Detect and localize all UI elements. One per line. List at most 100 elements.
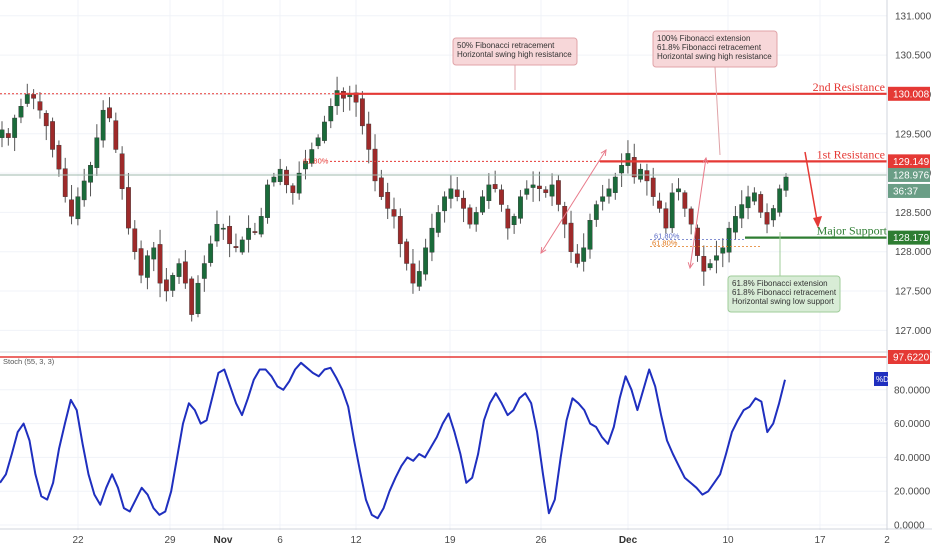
annotation-box (452, 37, 578, 66)
candle-body (549, 184, 555, 197)
candle-body (372, 148, 378, 182)
candle-body (499, 189, 504, 205)
time-tick-label: Dec (619, 535, 638, 546)
candle-body (100, 109, 106, 141)
annotation-box (652, 30, 778, 68)
candle-body (574, 253, 580, 264)
candle-body (764, 212, 770, 225)
countdown-value: 36:37 (893, 186, 918, 197)
candle-body (555, 180, 561, 205)
candle-body (334, 90, 340, 107)
current-price-value: 128.976 (893, 170, 930, 181)
candle-body (208, 243, 214, 263)
candle-body (56, 144, 62, 170)
candle-body (24, 94, 30, 104)
stoch-indicator-label: Stoch (55, 3, 3) (3, 357, 55, 366)
stochastic-panel: Stoch (55, 3, 3) (0, 357, 786, 520)
candle-body (733, 216, 738, 233)
price-tick-label: 127.500 (895, 287, 932, 298)
candle-body (303, 161, 308, 170)
price-tick-label: 128.000 (895, 247, 932, 258)
time-tick-label: 6 (277, 535, 283, 546)
candle-body (650, 177, 656, 197)
candle-body (663, 208, 669, 229)
candle-body (62, 168, 68, 197)
candle-body (271, 176, 277, 183)
first-resistance-label: 1st Resistance (817, 147, 885, 161)
candle-body (227, 226, 233, 245)
projection-arrow-head (813, 216, 822, 228)
candle-body (707, 263, 713, 269)
major-support-label: Major Support (817, 224, 888, 238)
annotation-text: 61.8% Fibonacci retracement (732, 288, 837, 297)
fib-label: 61.80% (303, 156, 329, 165)
swing-arrow-tail (540, 246, 547, 254)
candle-body (461, 197, 466, 209)
candle-body (568, 222, 574, 252)
stochastic-d-line (0, 361, 786, 520)
time-tick-label: 17 (814, 535, 826, 546)
time-tick-label: 29 (164, 535, 176, 546)
candle-body (119, 153, 125, 189)
candle-body (126, 187, 131, 229)
candle-body (593, 204, 599, 220)
candle-body (163, 279, 169, 292)
stoch-tick-label: 20.0000 (894, 487, 931, 498)
candle-body (366, 123, 372, 150)
candle-body (18, 106, 24, 118)
candle-body (290, 185, 296, 193)
candle-body (612, 176, 618, 193)
candle-body (328, 106, 334, 122)
candle-body (600, 196, 606, 202)
candle-body (359, 98, 365, 127)
series-label: %D (876, 375, 889, 384)
candle-body (777, 188, 783, 213)
candle-body (385, 191, 391, 209)
annotation-text: 61.8% Fibonacci retracement (657, 43, 762, 52)
candle-body (625, 153, 631, 166)
price-tick-label: 128.500 (895, 208, 932, 219)
price-tick-label: 131.000 (895, 11, 932, 22)
candle-body (12, 117, 18, 138)
candle-body (322, 121, 327, 141)
candle-body (751, 192, 757, 202)
candle-body (657, 200, 662, 209)
candle-body (480, 196, 485, 213)
time-tick-label: 22 (72, 535, 84, 546)
candle-body (416, 271, 422, 287)
candle-body (75, 196, 81, 220)
candle-body (284, 169, 289, 186)
second-resistance-value: 130.008 (893, 89, 930, 100)
candle-body (631, 157, 637, 178)
annotation-text: 100% Fibonacci extension (657, 34, 750, 43)
candle-body (309, 149, 315, 164)
candle-body (619, 165, 625, 174)
annotation-text: Horizontal swing high resistance (457, 50, 572, 59)
candle-body (391, 209, 397, 217)
price-candles (0, 76, 789, 322)
candle-body (518, 196, 523, 219)
candle-body (429, 227, 435, 253)
candle-body (404, 241, 410, 264)
annotation-text: 61.8% Fibonacci extension (732, 279, 828, 288)
stoch-tick-label: 40.0000 (894, 453, 931, 464)
candle-body (726, 227, 732, 253)
stoch-tick-label: 0.0000 (894, 521, 925, 532)
candle-body (31, 94, 37, 99)
first-resistance-value: 129.149 (893, 157, 930, 168)
candle-body (758, 194, 764, 213)
candle-body (669, 192, 675, 229)
candle-body (423, 247, 429, 275)
time-tick-label: Nov (214, 535, 233, 546)
candle-body (537, 185, 542, 189)
candle-body (492, 184, 498, 189)
candle-body (0, 129, 5, 138)
candle-body (220, 227, 226, 230)
stoch-level-value: 97.6220 (893, 353, 930, 364)
candle-body (543, 189, 549, 193)
candle-body (454, 189, 460, 197)
stoch-tick-label: 80.0000 (894, 385, 931, 396)
candle-body (107, 107, 112, 119)
candle-body (448, 188, 454, 199)
